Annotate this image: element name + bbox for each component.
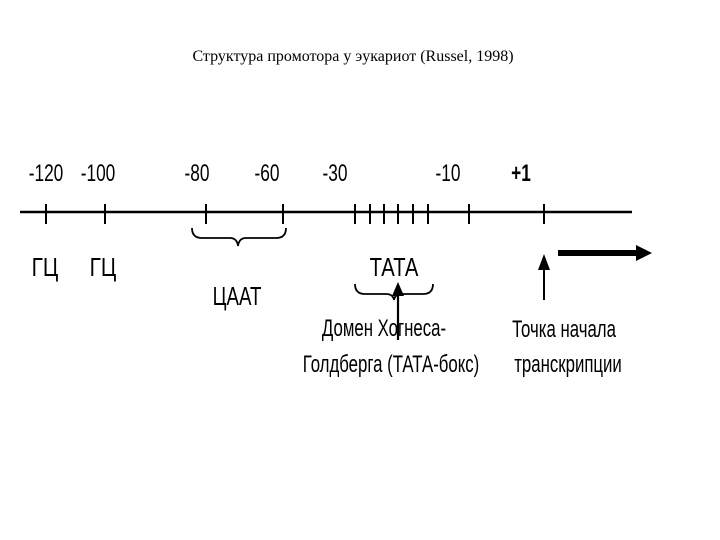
- position-label-30: -30: [323, 160, 348, 186]
- caat-box-label: ЦААТ: [213, 281, 262, 311]
- tata-box-annotation-line1: Домен Хогнеса-: [322, 315, 446, 342]
- gc-box-label-2: ГЦ: [90, 253, 117, 282]
- tata-pointer-arrowhead: [392, 282, 404, 296]
- position-label-100: -100: [81, 160, 116, 186]
- position-label-60: -60: [255, 160, 280, 186]
- start-annotation-line1: Точка начала: [512, 316, 616, 343]
- position-ticks: [45, 204, 545, 224]
- position-label-80: -80: [185, 160, 210, 186]
- position-label-plus1: +1: [511, 160, 531, 186]
- start-annotation-line2: транскрипции: [514, 351, 622, 378]
- position-label-120: -120: [29, 160, 64, 186]
- tata-brace: [354, 283, 434, 301]
- tata-box-annotation-line2: Голдберга (ТАТА-бокс): [303, 351, 480, 378]
- caat-brace: [191, 227, 287, 247]
- start-pointer-arrowhead: [538, 254, 550, 270]
- position-label-10: -10: [436, 160, 461, 186]
- tata-label: ТАТА: [370, 253, 419, 282]
- transcription-direction-arrowhead: [636, 245, 652, 261]
- diagram-title: Структура промотора у эукариот (Russel, …: [192, 48, 514, 65]
- gc-box-label-1: ГЦ: [32, 253, 59, 282]
